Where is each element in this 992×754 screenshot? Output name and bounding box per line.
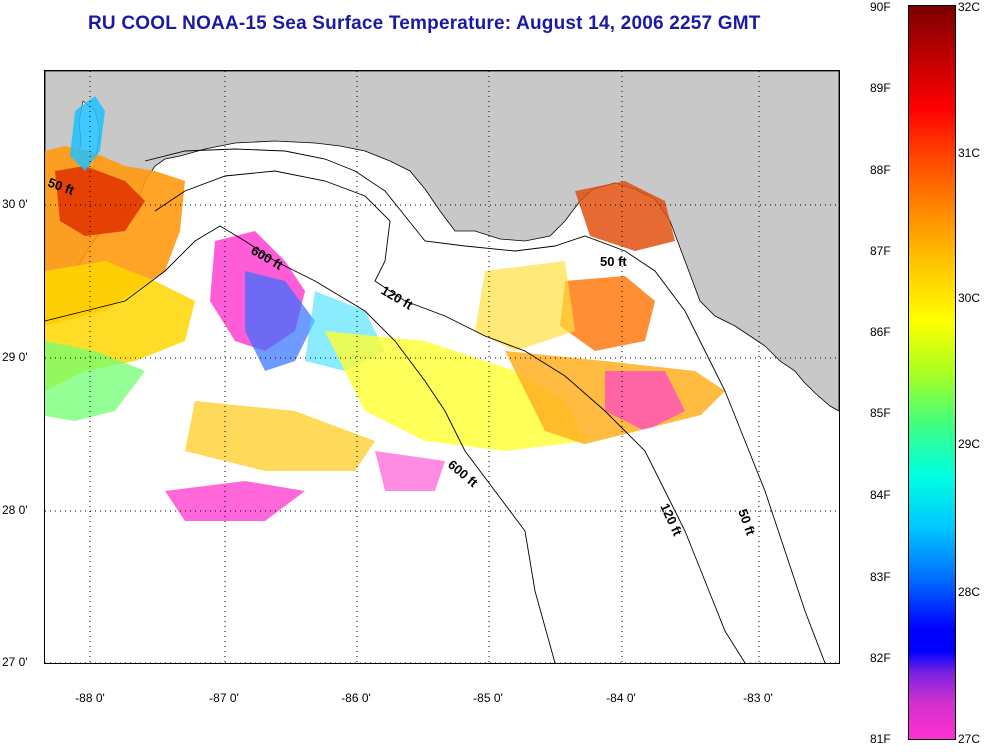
colorbar-f-label: 83F xyxy=(870,570,891,584)
isobath-600ft xyxy=(45,225,556,663)
lat-lon-grid xyxy=(45,71,839,663)
colorbar-f-label: 90F xyxy=(870,0,891,14)
missing-data-stripes xyxy=(65,409,769,627)
colorbar-c-label: 27C xyxy=(958,732,981,746)
contour-label: 50 ft xyxy=(600,254,627,269)
colorbar-f-label: 81F xyxy=(870,732,891,746)
colorbar-f-label: 87F xyxy=(870,244,891,258)
colorbar-c-label: 30C xyxy=(958,291,981,305)
lat-label: 27 0' xyxy=(2,655,28,669)
colorbar-f-label: 85F xyxy=(870,406,891,420)
contour-label: 120 ft xyxy=(379,283,416,313)
colorbar-f-label: 86F xyxy=(870,325,891,339)
lon-label: -88 0' xyxy=(75,691,105,705)
colorbar-c-label: 31C xyxy=(958,146,981,160)
colorbar-f-label: 88F xyxy=(870,163,891,177)
lon-label: -87 0' xyxy=(209,691,239,705)
lon-label: -84 0' xyxy=(606,691,636,705)
sst-data xyxy=(45,96,725,521)
colorbar-f-label: 84F xyxy=(870,488,891,502)
chart-title: RU COOL NOAA-15 Sea Surface Temperature:… xyxy=(88,13,761,34)
colorbar-c-label: 28C xyxy=(958,585,981,599)
lon-label: -86 0' xyxy=(341,691,371,705)
isobath-contours xyxy=(45,148,826,663)
lat-label: 29 0' xyxy=(2,350,28,364)
lon-label: -85 0' xyxy=(473,691,503,705)
isobath-50ft xyxy=(144,148,826,663)
lon-label: -83 0' xyxy=(743,691,773,705)
lat-label: 30 0' xyxy=(2,197,28,211)
sst-map[interactable]: 50 ft 600 ft 120 ft 50 ft 600 ft 120 ft … xyxy=(44,70,840,664)
lat-label: 28 0' xyxy=(2,503,28,517)
colorbar-c-label: 29C xyxy=(958,437,981,451)
contour-label: 50 ft xyxy=(735,507,758,538)
colorbar-f-label: 89F xyxy=(870,81,891,95)
map-canvas: 50 ft 600 ft 120 ft 50 ft 600 ft 120 ft … xyxy=(45,71,839,663)
colorbar-c-label: 32C xyxy=(958,0,981,14)
isobath-120ft xyxy=(154,170,746,663)
colorbar-f-label: 82F xyxy=(870,651,891,665)
temperature-colorbar xyxy=(908,5,956,740)
